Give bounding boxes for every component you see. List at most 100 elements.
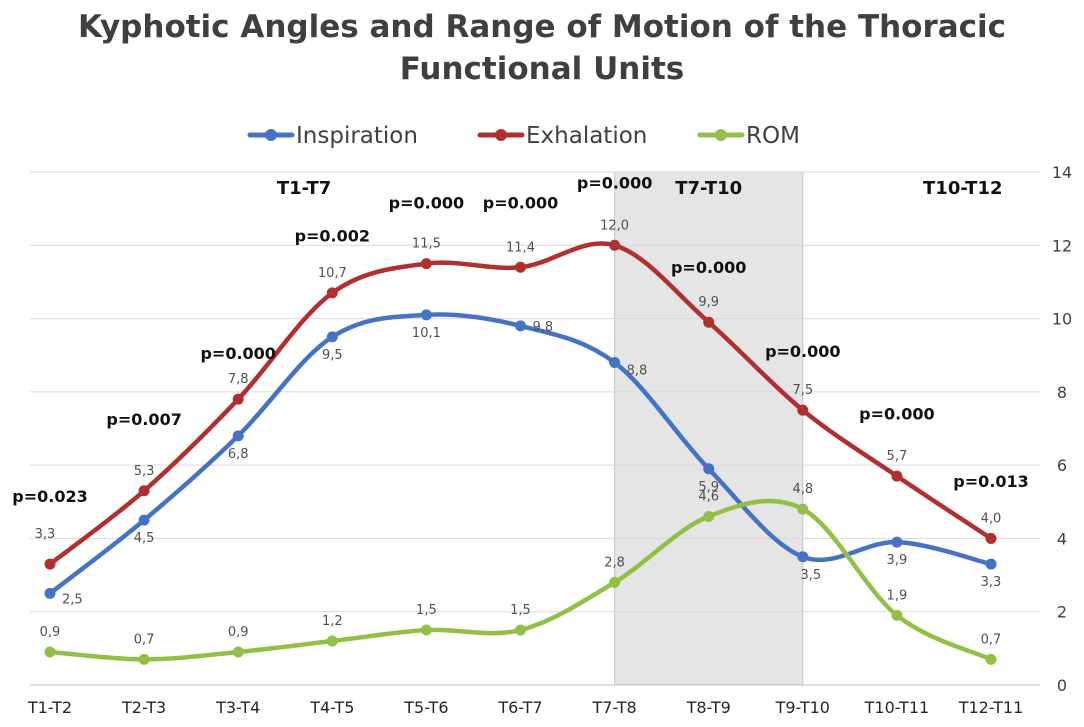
x-tick-label-4: T4-T5	[309, 698, 354, 717]
x-tick-label-7: T7-T8	[591, 698, 636, 717]
exhalation-label-3: 7,8	[228, 372, 249, 387]
p-value-4: p=0.002	[295, 227, 370, 246]
inspiration-point-11	[985, 558, 997, 570]
data-labels: 2,5 4,5 6,8 9,5 10,1 9,8 8,8 5,9 3,5 3,9 3,3 3,3 5,3…	[35, 218, 1002, 647]
p-value-annotations: p=0.023 p=0.007 p=0.000 p=0.002 p=0.000 p=0.0…	[12, 173, 1028, 505]
p-value-3: p=0.000	[200, 344, 275, 363]
rom-point-2	[138, 653, 150, 665]
rom-label-7: 2,8	[604, 555, 625, 570]
inspiration-point-1	[44, 587, 56, 599]
rom-label-1: 0,9	[40, 625, 61, 640]
exhalation-label-1: 3,3	[35, 527, 56, 542]
inspiration-point-7	[609, 357, 621, 369]
y-tick-label-0: 0	[1057, 676, 1067, 695]
inspiration-label-10: 3,9	[887, 553, 908, 568]
x-tick-label-6: T6-T7	[497, 698, 542, 717]
rom-label-8: 4,6	[698, 489, 719, 504]
legend-inspiration-marker	[265, 129, 277, 141]
rom-label-2: 0,7	[134, 632, 155, 647]
y-axis-ticks: 0 2 4 6 8 10 12 14	[1052, 163, 1072, 695]
p-value-9: p=0.000	[765, 342, 840, 361]
inspiration-label-5: 10,1	[412, 326, 441, 341]
rom-point-7	[609, 576, 621, 588]
chart-title-line-2: Functional Units	[399, 51, 685, 87]
inspiration-label-4: 9,5	[322, 348, 343, 363]
exhalation-point-5	[420, 258, 432, 270]
exhalation-point-11	[985, 532, 997, 544]
exhalation-label-2: 5,3	[134, 464, 155, 479]
exhalation-point-2	[138, 485, 150, 497]
inspiration-point-4	[326, 331, 338, 343]
x-tick-label-8: T8-T9	[686, 698, 731, 717]
inspiration-label-8: 5,9	[698, 480, 719, 495]
inspiration-point-10	[891, 536, 903, 548]
rom-label-9: 4,8	[792, 482, 813, 497]
chart-title: Kyphotic Angles and Range of Motion of t…	[0, 6, 1084, 90]
legend-inspiration-label: Inspiration	[296, 123, 418, 149]
inspiration-point-9	[797, 551, 809, 563]
exhalation-point-9	[797, 404, 809, 416]
exhalation-label-8: 9,9	[698, 295, 719, 310]
p-value-6: p=0.000	[483, 194, 558, 213]
rom-point-4	[326, 635, 338, 647]
x-tick-label-3: T3-T4	[215, 698, 260, 717]
x-tick-label-10: T10-T11	[864, 698, 930, 717]
inspiration-label-3: 6,8	[228, 447, 249, 462]
series-lines	[47, 241, 994, 662]
p-value-10: p=0.000	[859, 404, 934, 423]
x-tick-label-1: T1-T2	[27, 698, 72, 717]
exhalation-line	[47, 241, 994, 567]
y-tick-label-2: 2	[1057, 603, 1067, 622]
inspiration-label-2: 4,5	[134, 531, 155, 546]
inspiration-point-3	[232, 430, 244, 442]
rom-point-3	[232, 646, 244, 658]
p-value-11: p=0.013	[953, 472, 1028, 491]
inspiration-label-1: 2,5	[62, 592, 83, 607]
rom-line	[47, 498, 994, 662]
y-tick-label-8: 8	[1057, 383, 1067, 402]
legend-rom-label: ROM	[746, 123, 800, 149]
shaded-region-layer	[614, 171, 804, 686]
inspiration-label-9: 3,5	[800, 568, 821, 583]
exhalation-point-1	[44, 558, 56, 570]
rom-label-5: 1,5	[416, 603, 437, 618]
rom-point-1	[44, 646, 56, 658]
region-label-3: T10-T12	[923, 178, 1002, 199]
legend: Inspiration Exhalation ROM	[247, 123, 800, 149]
rom-point-5	[420, 624, 432, 636]
region-labels: T1-T7 T7-T10 T10-T12	[277, 178, 1003, 199]
rom-point-10	[891, 609, 903, 621]
legend-rom-marker	[715, 129, 727, 141]
inspiration-point-2	[138, 514, 150, 526]
exhalation-point-4	[326, 287, 338, 299]
rom-point-11	[985, 653, 997, 665]
rom-label-11: 0,7	[981, 632, 1002, 647]
rom-label-3: 0,9	[228, 625, 249, 640]
shaded-region-2	[614, 171, 804, 686]
exhalation-label-5: 11,5	[412, 237, 441, 252]
x-tick-label-11: T12-T11	[958, 698, 1024, 717]
exhalation-label-11: 4,0	[981, 511, 1002, 526]
y-tick-label-10: 10	[1052, 310, 1072, 329]
rom-point-6	[515, 624, 526, 636]
exhalation-point-8	[703, 316, 715, 328]
y-tick-label-14: 14	[1052, 163, 1072, 182]
rom-point-8	[703, 510, 715, 522]
inspiration-label-6: 9,8	[533, 320, 554, 335]
region-label-1: T1-T7	[277, 178, 331, 199]
exhalation-label-6: 11,4	[506, 240, 535, 255]
y-tick-label-12: 12	[1052, 236, 1072, 255]
rom-label-6: 1,5	[510, 603, 531, 618]
inspiration-point-5	[420, 309, 432, 321]
p-value-7: p=0.000	[577, 173, 652, 192]
y-tick-label-4: 4	[1057, 529, 1067, 548]
exhalation-label-4: 10,7	[318, 266, 347, 281]
legend-exhalation-marker	[495, 129, 507, 141]
inspiration-label-11: 3,3	[981, 575, 1002, 590]
inspiration-line	[47, 312, 994, 596]
series-points	[44, 239, 997, 665]
p-value-8: p=0.000	[671, 258, 746, 277]
x-axis-ticks: T1-T2 T2-T3 T3-T4 T4-T5 T5-T6 T6-T7 T7-T8 T8-T9…	[27, 698, 1023, 717]
legend-exhalation-label: Exhalation	[526, 123, 647, 149]
